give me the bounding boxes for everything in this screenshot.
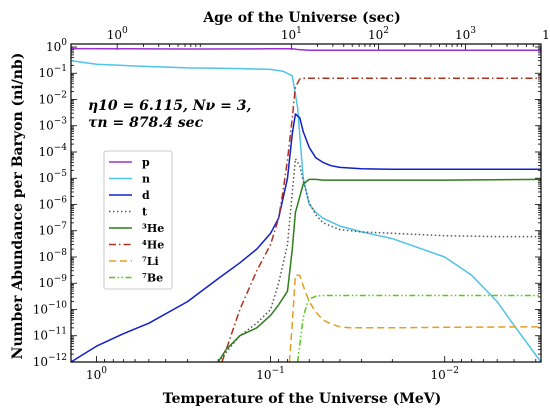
y-tick-label: 10−9 (38, 274, 67, 290)
legend-label-7: ⁷Be (142, 272, 163, 285)
y-tick-label: 10−3 (38, 117, 67, 133)
legend-label-4: ³He (142, 222, 164, 235)
bottom-axis-title: Temperature of the Universe (MeV) (163, 391, 441, 407)
parameter-annotation-line2: τn = 878.4 sec (88, 115, 204, 131)
y-tick-label: 10−11 (33, 327, 67, 343)
series-layer (70, 47, 542, 363)
parameter-annotation-line1: η10 = 6.115, Nν = 3, (88, 98, 251, 114)
y-tick-label: 10−5 (38, 169, 67, 185)
x2-tick-label: 103 (455, 26, 476, 42)
x2-tick-label: 102 (368, 26, 389, 42)
legend-box (103, 150, 173, 290)
legend-label-2: d (142, 189, 150, 202)
legend-label-5: ⁴He (142, 239, 164, 252)
y-tick-label: 10−10 (33, 300, 68, 316)
series-line-6 (288, 274, 542, 363)
series-line-1 (70, 59, 542, 363)
series-line-3 (217, 158, 541, 363)
legend-label-1: n (142, 173, 150, 186)
y-tick-label: 100 (46, 38, 67, 54)
y-axis-title: Number Abundance per Baryon (ni/nb) (10, 53, 26, 360)
y-tick-label: 10−4 (38, 143, 67, 159)
series-line-2 (70, 113, 541, 363)
y-tick-label: 10−7 (38, 222, 67, 238)
x2-tick-label: 101 (281, 26, 302, 42)
series-line-4 (217, 178, 542, 363)
y-tick-label: 10−8 (38, 248, 67, 264)
legend-label-6: ⁷Li (142, 255, 159, 268)
y-tick-label: 10−12 (33, 353, 67, 369)
y-tick-label: 10−2 (38, 90, 67, 106)
plot-frame (70, 43, 542, 363)
series-line-0 (70, 47, 541, 52)
x-tick-label: 100 (86, 366, 107, 382)
legend-label-3: t (142, 206, 148, 219)
y-tick-label: 10−1 (38, 64, 67, 80)
tick-labels-layer: 100 10−1 10−2 10−3 10−4 10−5 10−6 10−7 10−8 10−9 1… (33, 26, 550, 382)
series-line-7 (296, 294, 541, 363)
x2-tick-label: 100 (107, 26, 128, 42)
y-tick-label: 10−6 (38, 195, 67, 211)
x2-tick-label: 104 (542, 26, 550, 42)
x-tick-label: 10−2 (430, 366, 459, 382)
top-axis-title: Age of the Universe (sec) (202, 10, 400, 26)
legend-label-0: p (142, 156, 150, 169)
series-line-5 (221, 77, 541, 363)
x-tick-label: 10−1 (256, 366, 285, 382)
